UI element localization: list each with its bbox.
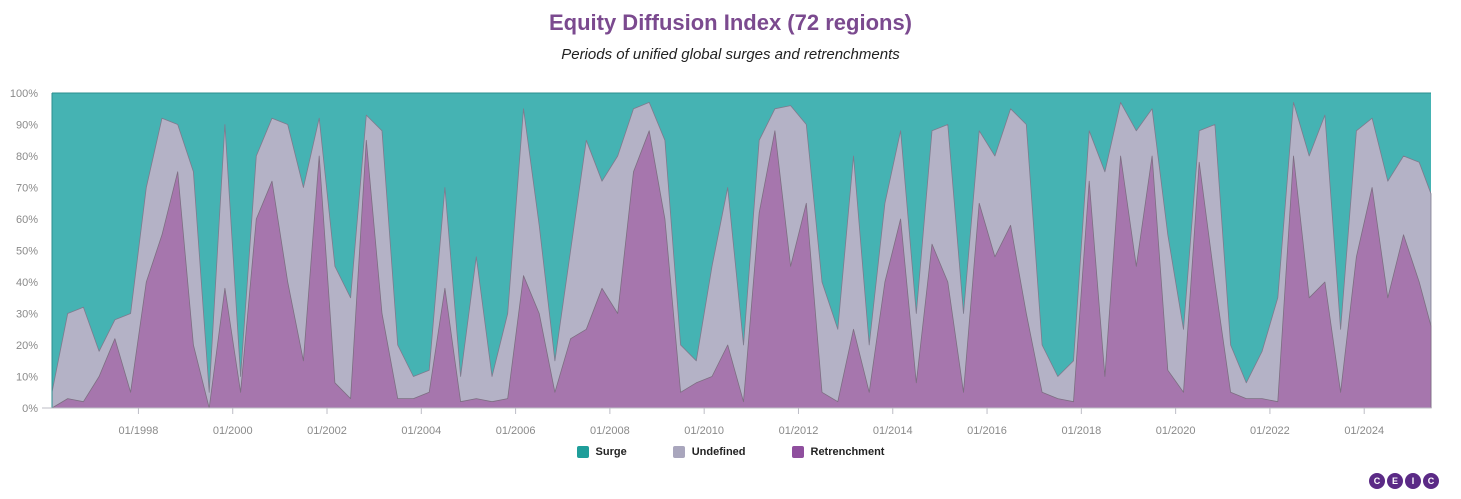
legend-item-surge[interactable]: Surge xyxy=(576,446,627,458)
x-tick-label: 01/2024 xyxy=(1344,425,1384,437)
y-tick-label: 10% xyxy=(16,372,38,384)
y-tick-label: 90% xyxy=(16,120,38,132)
legend-label-undefined: Undefined xyxy=(691,446,746,458)
y-tick-label: 30% xyxy=(16,309,38,321)
logo-letter: E xyxy=(1387,473,1403,489)
x-tick-label: 01/2006 xyxy=(496,425,536,437)
x-tick-label: 01/2004 xyxy=(401,425,441,437)
legend-swatch-surge xyxy=(576,446,589,458)
x-tick-label: 01/1998 xyxy=(119,425,159,437)
y-tick-label: 50% xyxy=(16,246,38,258)
chart-subtitle: Periods of unified global surges and ret… xyxy=(561,46,900,63)
retrenchment-area xyxy=(51,130,1432,409)
legend-item-undefined[interactable]: Undefined xyxy=(672,446,746,458)
legend-label-surge: Surge xyxy=(595,446,627,458)
x-tick-label: 01/2014 xyxy=(873,425,913,437)
chart-legend: Surge Undefined Retrenchment xyxy=(0,446,1461,458)
legend-label-retrenchment: Retrenchment xyxy=(810,446,885,458)
x-tick-label: 01/2002 xyxy=(307,425,347,437)
y-tick-label: 80% xyxy=(16,151,38,163)
x-tick-label: 01/2000 xyxy=(213,425,253,437)
ceic-logo: C E I C xyxy=(1369,473,1439,489)
y-tick-label: 70% xyxy=(16,183,38,195)
y-tick-label: 60% xyxy=(16,214,38,226)
y-tick-label: 0% xyxy=(22,403,38,415)
legend-swatch-undefined xyxy=(672,446,685,458)
logo-letter: I xyxy=(1405,473,1421,489)
legend-item-retrenchment[interactable]: Retrenchment xyxy=(791,446,885,458)
x-tick-label: 01/2020 xyxy=(1156,425,1196,437)
y-tick-label: 20% xyxy=(16,340,38,352)
x-tick-label: 01/2010 xyxy=(684,425,724,437)
x-tick-label: 01/2016 xyxy=(967,425,1007,437)
x-tick-label: 01/2008 xyxy=(590,425,630,437)
x-tick-label: 01/2018 xyxy=(1061,425,1101,437)
x-tick-label: 01/2022 xyxy=(1250,425,1290,437)
legend-swatch-retrenchment xyxy=(791,446,804,458)
logo-letter: C xyxy=(1423,473,1439,489)
y-tick-label: 100% xyxy=(10,88,38,100)
chart-title: Equity Diffusion Index (72 regions) xyxy=(548,10,913,35)
x-tick-label: 01/2012 xyxy=(779,425,819,437)
logo-letter: C xyxy=(1369,473,1385,489)
y-tick-label: 40% xyxy=(16,277,38,289)
